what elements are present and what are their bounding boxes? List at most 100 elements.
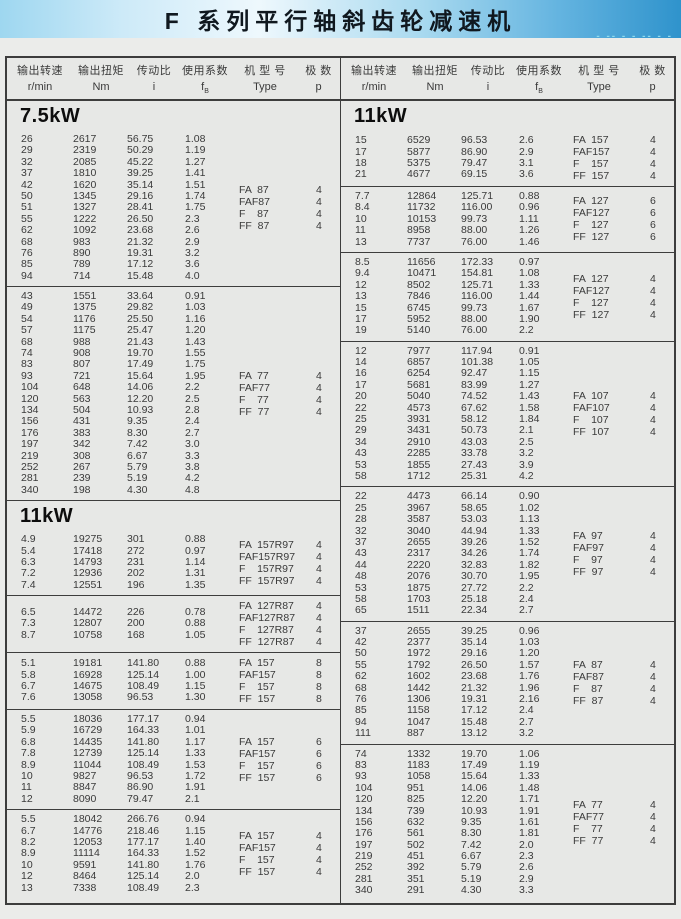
model-poles: 8 xyxy=(316,657,322,670)
cell-torque: 825 xyxy=(407,793,425,806)
table-row: 37 1810 39.25 1.41 xyxy=(21,167,227,179)
header-label: 使用系数 xyxy=(516,64,562,77)
cell-ratio: 86.90 xyxy=(127,781,154,794)
header-unit: fB xyxy=(535,80,543,96)
cell-torque: 12807 xyxy=(73,617,103,630)
cell-factor: 1.81 xyxy=(519,827,540,840)
cell-torque: 198 xyxy=(73,483,91,496)
cell-factor: 3.6 xyxy=(185,258,200,271)
cell-torque: 7846 xyxy=(407,290,431,303)
cell-torque: 2655 xyxy=(407,624,431,637)
cell-ratio: 177.17 xyxy=(127,835,160,848)
cell-ratio: 5.19 xyxy=(127,472,148,485)
cell-factor: 1.57 xyxy=(519,658,540,671)
cell-speed: 53 xyxy=(355,458,367,471)
header-unit: p xyxy=(315,80,322,93)
cell-torque: 1620 xyxy=(73,178,97,191)
cell-factor: 3.3 xyxy=(519,884,534,897)
data-rows: 5.1 19181 141.80 0.88 5.8 16928 125.14 1.00 6.7 1… xyxy=(7,657,227,704)
cell-speed: 76 xyxy=(355,693,367,706)
model-poles: 6 xyxy=(316,735,322,748)
power-section-title: 11kW xyxy=(354,105,408,127)
model-poles: 4 xyxy=(650,402,656,415)
column-body: 7.5kW 26 2617 56.75 1.08 29 2319 50.29 1.19 32 208… xyxy=(7,101,340,903)
model-row: FAF77 4 xyxy=(239,382,334,394)
cell-speed: 252 xyxy=(355,861,373,874)
cell-speed: 13 xyxy=(355,290,367,303)
cell-torque: 1047 xyxy=(407,715,431,728)
spec-block: 22 4473 66.14 0.90 25 3967 58.65 1.02 28 3587 53.0… xyxy=(341,487,674,620)
cell-factor: 3.1 xyxy=(519,157,534,169)
cell-factor: 4.2 xyxy=(185,472,200,485)
cell-factor: 1.53 xyxy=(185,758,206,771)
header-units-row: r/min Nm i fB Type p xyxy=(341,81,674,95)
cell-ratio: 272 xyxy=(127,544,145,557)
table-row: 8.7 10758 168 1.05 xyxy=(21,629,227,641)
cell-speed: 340 xyxy=(355,884,373,897)
cell-torque: 5040 xyxy=(407,390,431,403)
cell-factor: 0.97 xyxy=(185,544,206,557)
cell-factor: 1.91 xyxy=(519,804,540,817)
cell-speed: 197 xyxy=(355,838,373,851)
cell-speed: 94 xyxy=(355,715,367,728)
cell-ratio: 17.12 xyxy=(127,258,154,271)
cell-torque: 12739 xyxy=(73,747,103,760)
cell-speed: 7.6 xyxy=(21,691,36,704)
cell-speed: 68 xyxy=(355,681,367,694)
cell-factor: 1.06 xyxy=(519,747,540,760)
model-poles: 4 xyxy=(316,866,322,879)
cell-ratio: 10.93 xyxy=(461,804,488,817)
model-row: FAF77 4 xyxy=(573,811,668,823)
model-poles: 6 xyxy=(316,771,322,784)
table-row: 11 8958 88.00 1.26 xyxy=(355,224,561,236)
model-list: FA 127 4 FAF127 4 F 127 4 FF 127 4 xyxy=(573,273,674,321)
cell-factor: 0.88 xyxy=(185,533,206,546)
block-divider xyxy=(7,595,340,597)
cell-factor: 0.96 xyxy=(519,624,540,637)
model-poles: 4 xyxy=(650,158,656,170)
cell-speed: 8.2 xyxy=(21,835,36,848)
cell-torque: 4473 xyxy=(407,490,431,503)
table-row: 42 1620 35.14 1.51 xyxy=(21,178,227,191)
model-row: FA 97 4 xyxy=(573,530,668,542)
cell-ratio: 15.48 xyxy=(461,715,488,728)
cell-torque: 2220 xyxy=(407,558,431,571)
model-row: F 157 4 xyxy=(573,158,668,170)
cell-torque: 1332 xyxy=(407,747,431,760)
cell-ratio: 116.00 xyxy=(461,290,493,303)
model-poles: 4 xyxy=(316,208,322,221)
header-labels-row: 输出转速 输出扭矩 传动比 使用系数 机 型 号 极 数 xyxy=(341,62,674,78)
cell-factor: 1.61 xyxy=(519,815,540,828)
cell-ratio: 17.49 xyxy=(461,758,488,771)
table-row: 8.9 11044 108.49 1.53 xyxy=(21,758,227,771)
cell-speed: 17 xyxy=(355,312,367,325)
block-divider xyxy=(341,186,674,187)
cell-factor: 1.84 xyxy=(519,413,540,426)
cell-speed: 340 xyxy=(21,483,39,496)
table-row: 10 10153 99.73 1.11 xyxy=(355,213,561,225)
cell-ratio: 202 xyxy=(127,567,145,580)
model-type: FF 157 xyxy=(239,866,276,879)
cell-speed: 68 xyxy=(21,335,33,348)
data-rows: 12 7977 117.94 0.91 14 6857 101.38 1.05 16 6254 92… xyxy=(341,345,561,483)
cell-factor: 2.7 xyxy=(519,715,534,728)
table-row: 281 351 5.19 2.9 xyxy=(355,873,561,885)
cell-speed: 5.5 xyxy=(21,813,36,826)
watermark-dashes: - -- - - -- - - xyxy=(596,31,673,42)
cell-speed: 32 xyxy=(355,524,367,537)
data-rows: 26 2617 56.75 1.08 29 2319 50.29 1.19 32 2085 45.2… xyxy=(7,133,227,282)
cell-ratio: 35.14 xyxy=(127,178,154,191)
cell-speed: 21 xyxy=(355,168,367,181)
cell-factor: 1.82 xyxy=(519,558,540,571)
table-row: 7.8 12739 125.14 1.33 xyxy=(21,747,227,760)
cell-speed: 104 xyxy=(355,781,373,794)
cell-ratio: 17.49 xyxy=(127,358,154,371)
cell-factor: 0.94 xyxy=(185,813,206,826)
cell-ratio: 10.93 xyxy=(127,403,154,416)
cell-speed: 104 xyxy=(21,381,39,394)
cell-torque: 5140 xyxy=(407,324,431,337)
table-row: 76 890 19.31 3.2 xyxy=(21,247,227,259)
cell-ratio: 125.14 xyxy=(127,747,160,760)
cell-ratio: 125.71 xyxy=(461,190,494,202)
cell-factor: 2.16 xyxy=(519,693,540,706)
